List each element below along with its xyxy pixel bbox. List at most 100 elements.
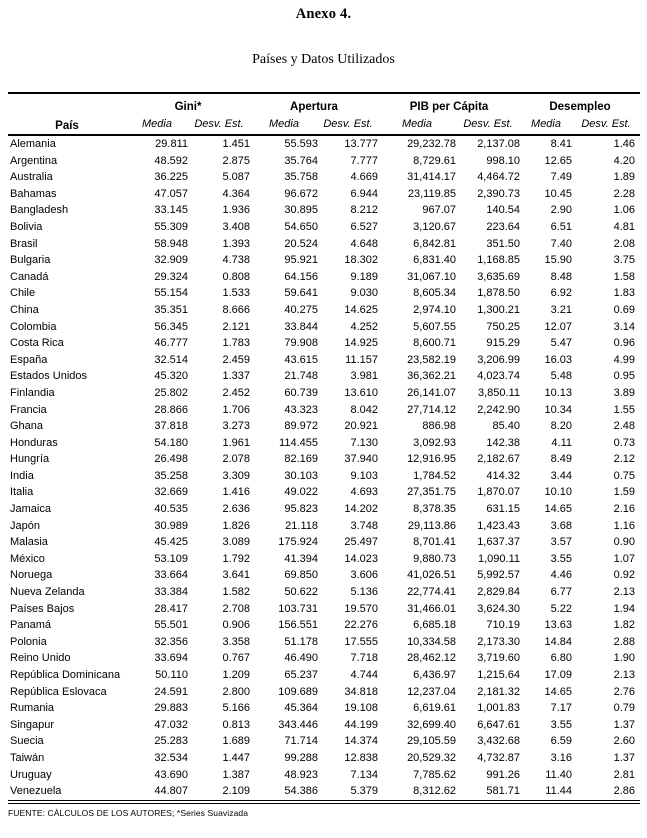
value-cell: 3,120.67	[413, 220, 456, 233]
value-cell: 36.225	[154, 171, 188, 184]
value-cell: 23,119.85	[407, 187, 456, 200]
table-row: Bangladesh 33.145 1.936 30.895 8.212 967.07 14…	[8, 202, 640, 219]
value-cell: 1.06	[613, 204, 636, 217]
value-cell: 33.384	[154, 586, 188, 599]
value-cell: 27,714.12	[407, 403, 456, 416]
value-cell: 2.08	[613, 237, 636, 250]
value-cell: 3,635.69	[477, 270, 521, 283]
table-row: Jamaica 40.535 2.636 95.823 14.202 8,378.35 63…	[8, 501, 640, 518]
value-cell: 1.582	[222, 586, 250, 599]
value-cell: 581.71	[486, 785, 521, 798]
value-cell: 7.17	[550, 702, 573, 715]
value-cell: 1.58	[613, 270, 636, 283]
value-cell: 2,974.10	[413, 303, 456, 316]
value-cell: 4,464.72	[477, 171, 521, 184]
country-cell: República Dominicana	[10, 669, 121, 681]
value-cell: 3.55	[550, 718, 573, 731]
country-cell: Bahamas	[10, 187, 57, 200]
country-cell: Chile	[10, 287, 36, 300]
value-cell: 2,390.73	[477, 187, 521, 200]
value-cell: 0.90	[613, 536, 636, 549]
value-cell: 29,105.59	[407, 735, 456, 748]
table-row: Panamá 55.501 0.906 156.551 22.276 6,685.18 71…	[8, 617, 640, 634]
value-cell: 34.818	[344, 685, 378, 698]
value-cell: 750.25	[486, 320, 521, 333]
value-cell: 1.387	[222, 768, 250, 781]
country-cell: Costa Rica	[10, 337, 64, 350]
value-cell: 2.60	[613, 735, 636, 748]
country-cell: Bolivia	[10, 220, 43, 233]
table-row: Bolivia 55.309 3.408 54.650 6.527 3,120.67 223…	[8, 219, 640, 236]
value-cell: 2.90	[550, 204, 573, 217]
value-cell: 1.59	[613, 486, 636, 499]
value-cell: 0.73	[613, 436, 636, 449]
country-cell: Alemania	[10, 138, 56, 150]
value-cell: 2.109	[222, 785, 250, 798]
value-cell: 7.49	[550, 171, 573, 184]
table-row: Francia 28.866 1.706 43.323 8.042 27,714.12 2,…	[8, 402, 640, 419]
value-cell: 142.38	[486, 436, 521, 449]
value-cell: 14.625	[344, 303, 378, 316]
value-cell: 56.345	[154, 320, 188, 333]
value-cell: 8.666	[222, 303, 250, 316]
value-cell: 2.636	[222, 503, 250, 516]
country-cell: Uruguay	[10, 768, 52, 781]
country-cell: Bangladesh	[10, 204, 69, 217]
country-cell: Reino Unido	[10, 652, 71, 665]
value-cell: 4.46	[550, 569, 573, 582]
value-cell: 32.669	[154, 486, 188, 499]
value-cell: 47.057	[154, 187, 188, 200]
value-cell: 20,529.32	[407, 751, 456, 764]
value-cell: 10.45	[544, 187, 573, 200]
value-cell: 53.109	[154, 552, 188, 565]
value-cell: 22.276	[344, 619, 378, 632]
value-cell: 14.65	[544, 503, 573, 516]
country-cell: Brasil	[10, 237, 38, 250]
value-cell: 3.57	[550, 536, 573, 549]
value-cell: 31,466.01	[407, 602, 456, 615]
value-cell: 2.459	[222, 353, 250, 366]
value-cell: 20.921	[344, 420, 378, 433]
value-cell: 1,300.21	[477, 303, 521, 316]
value-cell: 3,850.11	[478, 386, 521, 399]
country-cell: Jamaica	[10, 503, 51, 516]
value-cell: 43.615	[284, 353, 318, 366]
value-cell: 8,378.35	[413, 503, 456, 516]
value-cell: 55.154	[154, 287, 188, 300]
value-cell: 14.65	[544, 685, 573, 698]
value-cell: 14.202	[344, 503, 378, 516]
value-cell: 4.693	[350, 486, 378, 499]
value-cell: 65.237	[284, 669, 318, 681]
value-cell: 3.75	[613, 254, 636, 267]
table-row: Polonia 32.356 3.358 51.178 17.555 10,334.58 2…	[8, 634, 640, 651]
value-cell: 1,870.07	[477, 486, 521, 499]
country-cell: Francia	[10, 403, 47, 416]
country-cell: Argentina	[10, 154, 58, 167]
table-row: España 32.514 2.459 43.615 11.157 23,582.19 3,…	[8, 352, 640, 369]
value-cell: 40.535	[154, 503, 188, 516]
value-cell: 45.364	[284, 702, 318, 715]
value-cell: 50.110	[155, 669, 188, 681]
table-row: Uruguay 43.690 1.387 48.923 7.134 7,785.62 991…	[8, 767, 640, 784]
value-cell: 2,829.84	[477, 586, 521, 599]
value-cell: 7.134	[350, 768, 378, 781]
value-cell: 2,137.08	[477, 138, 521, 150]
value-cell: 8,729.61	[413, 154, 456, 167]
value-cell: 17.555	[344, 635, 378, 648]
value-cell: 30.895	[284, 204, 318, 217]
value-cell: 85.40	[492, 420, 521, 433]
value-cell: 32.534	[154, 751, 188, 764]
country-cell: Singapur	[10, 718, 55, 731]
value-cell: 4,023.74	[477, 370, 521, 383]
value-cell: 45.425	[154, 536, 188, 549]
value-cell: 7.777	[350, 154, 378, 167]
value-cell: 20.524	[284, 237, 318, 250]
value-cell: 23,582.19	[407, 353, 456, 366]
header-pais: País	[8, 93, 126, 136]
country-cell: Rumania	[10, 702, 55, 715]
value-cell: 79.908	[284, 337, 318, 350]
value-cell: 6,842.81	[413, 237, 456, 250]
table-row: Estados Unidos 45.320 1.337 21.748 3.981 36,3…	[8, 368, 640, 385]
value-cell: 156.551	[278, 619, 318, 632]
value-cell: 6.80	[550, 652, 573, 665]
